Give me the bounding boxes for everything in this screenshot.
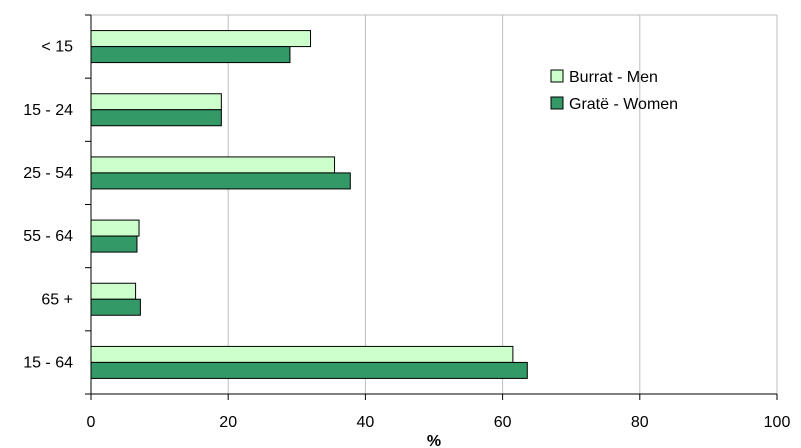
category-label: 55 - 64 [23, 228, 73, 245]
x-tick-label: 80 [631, 414, 649, 431]
bar-men [90, 156, 336, 174]
bars [90, 30, 528, 379]
axes [85, 14, 778, 400]
legend: Burrat - Men Gratë - Women [550, 69, 678, 113]
category-label: 65 + [41, 291, 73, 308]
category-label: 25 - 54 [23, 165, 73, 182]
bar-men [90, 30, 312, 48]
bar-women [90, 46, 291, 64]
legend-label: Gratë - Women [569, 96, 678, 113]
bar-men [90, 345, 514, 363]
x-tick-label: 0 [87, 414, 96, 431]
legend-label: Burrat - Men [569, 69, 658, 86]
x-axis-title: % [427, 433, 441, 448]
bar-women [90, 172, 351, 190]
x-tick-label: 100 [764, 414, 791, 431]
bar-men [90, 219, 140, 237]
bar-women [90, 298, 141, 316]
x-tick-label: 40 [357, 414, 375, 431]
bar-men [90, 93, 222, 111]
bar-women [90, 109, 222, 127]
bar-men [90, 282, 137, 300]
category-label: 15 - 64 [23, 354, 73, 371]
tick-labels: 0 20 40 60 80 100 < 15 15 - 24 25 - 54 55 - 64 65 … [23, 39, 790, 431]
gridlines [91, 14, 778, 394]
x-tick-label: 60 [494, 414, 512, 431]
category-label: 15 - 24 [23, 102, 73, 119]
category-label: < 15 [41, 39, 73, 56]
bar-women [90, 361, 528, 379]
legend-swatch [550, 69, 564, 83]
legend-swatch [550, 96, 564, 110]
bar-women [90, 235, 138, 253]
x-tick-label: 20 [219, 414, 237, 431]
